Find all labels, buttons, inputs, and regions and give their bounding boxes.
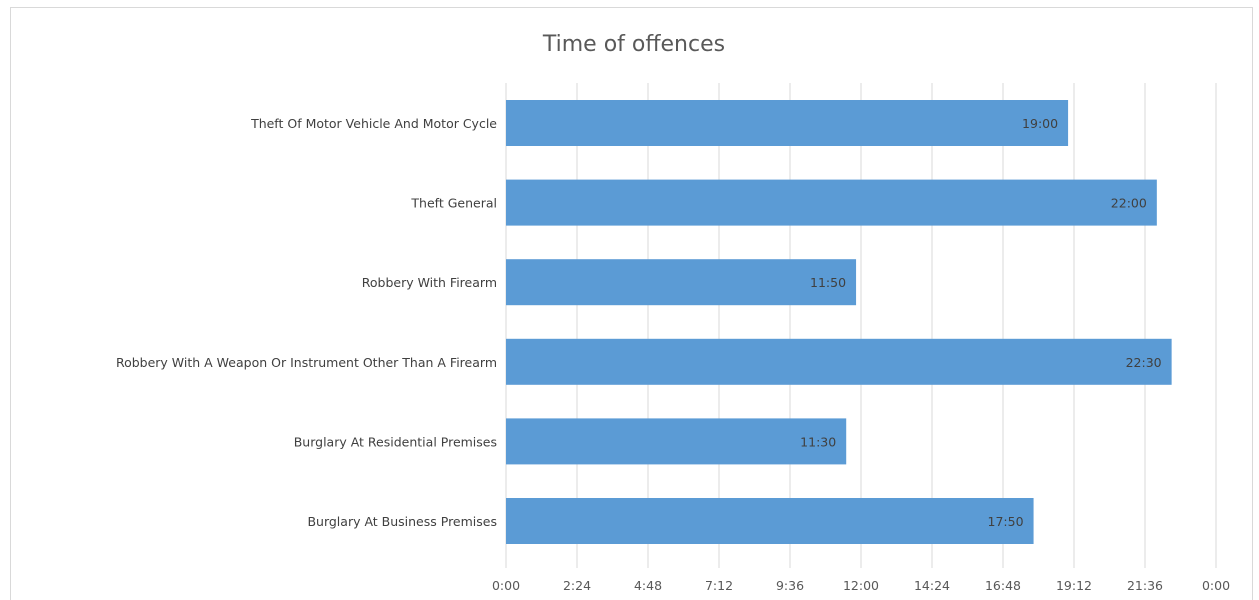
x-tick-label: 4:48 [634,578,662,593]
category-label: Robbery With A Weapon Or Instrument Othe… [116,355,497,370]
bar [506,338,1172,385]
x-tick-label: 2:24 [563,578,591,593]
bar [506,498,1034,544]
x-tick-label: 0:00 [492,578,520,593]
chart-title: Time of offences [542,32,725,57]
x-tick-label: 7:12 [705,578,733,593]
bar [506,179,1157,226]
x-tick-label: 21:36 [1127,578,1163,593]
chart-container: Time of offences Theft Of Motor Vehicle … [10,7,1253,600]
bar [506,418,847,465]
category-label: Robbery With Firearm [362,275,497,290]
gridlines [505,83,1217,568]
data-label: 11:30 [800,434,836,449]
bar [506,259,857,306]
bar-chart: Time of offences Theft Of Motor Vehicle … [116,32,1230,593]
x-axis-tick-labels: 0:00 2:24 4:48 7:12 9:36 12:00 14:24 16:48 19:12… [492,578,1230,593]
category-label: Theft Of Motor Vehicle And Motor Cycle [250,116,497,131]
x-tick-label: 16:48 [985,578,1021,593]
category-label: Theft General [410,196,497,211]
x-tick-label: 0:00 [1202,578,1230,593]
category-label: Burglary At Business Premises [307,514,497,529]
category-label: Burglary At Residential Premises [294,434,497,449]
x-tick-label: 19:12 [1056,578,1092,593]
x-tick-label: 9:36 [776,578,804,593]
data-label: 17:50 [988,514,1024,529]
bars [506,100,1172,544]
x-tick-label: 12:00 [843,578,879,593]
data-label: 11:50 [810,275,846,290]
x-tick-label: 14:24 [914,578,950,593]
data-label: 22:00 [1111,196,1147,211]
category-labels: Theft Of Motor Vehicle And Motor Cycle Th… [116,116,497,529]
bar [506,100,1069,146]
data-label: 22:30 [1126,355,1162,370]
data-labels: 19:00 22:00 11:50 22:30 11:30 17:50 [800,116,1161,529]
data-label: 19:00 [1022,116,1058,131]
